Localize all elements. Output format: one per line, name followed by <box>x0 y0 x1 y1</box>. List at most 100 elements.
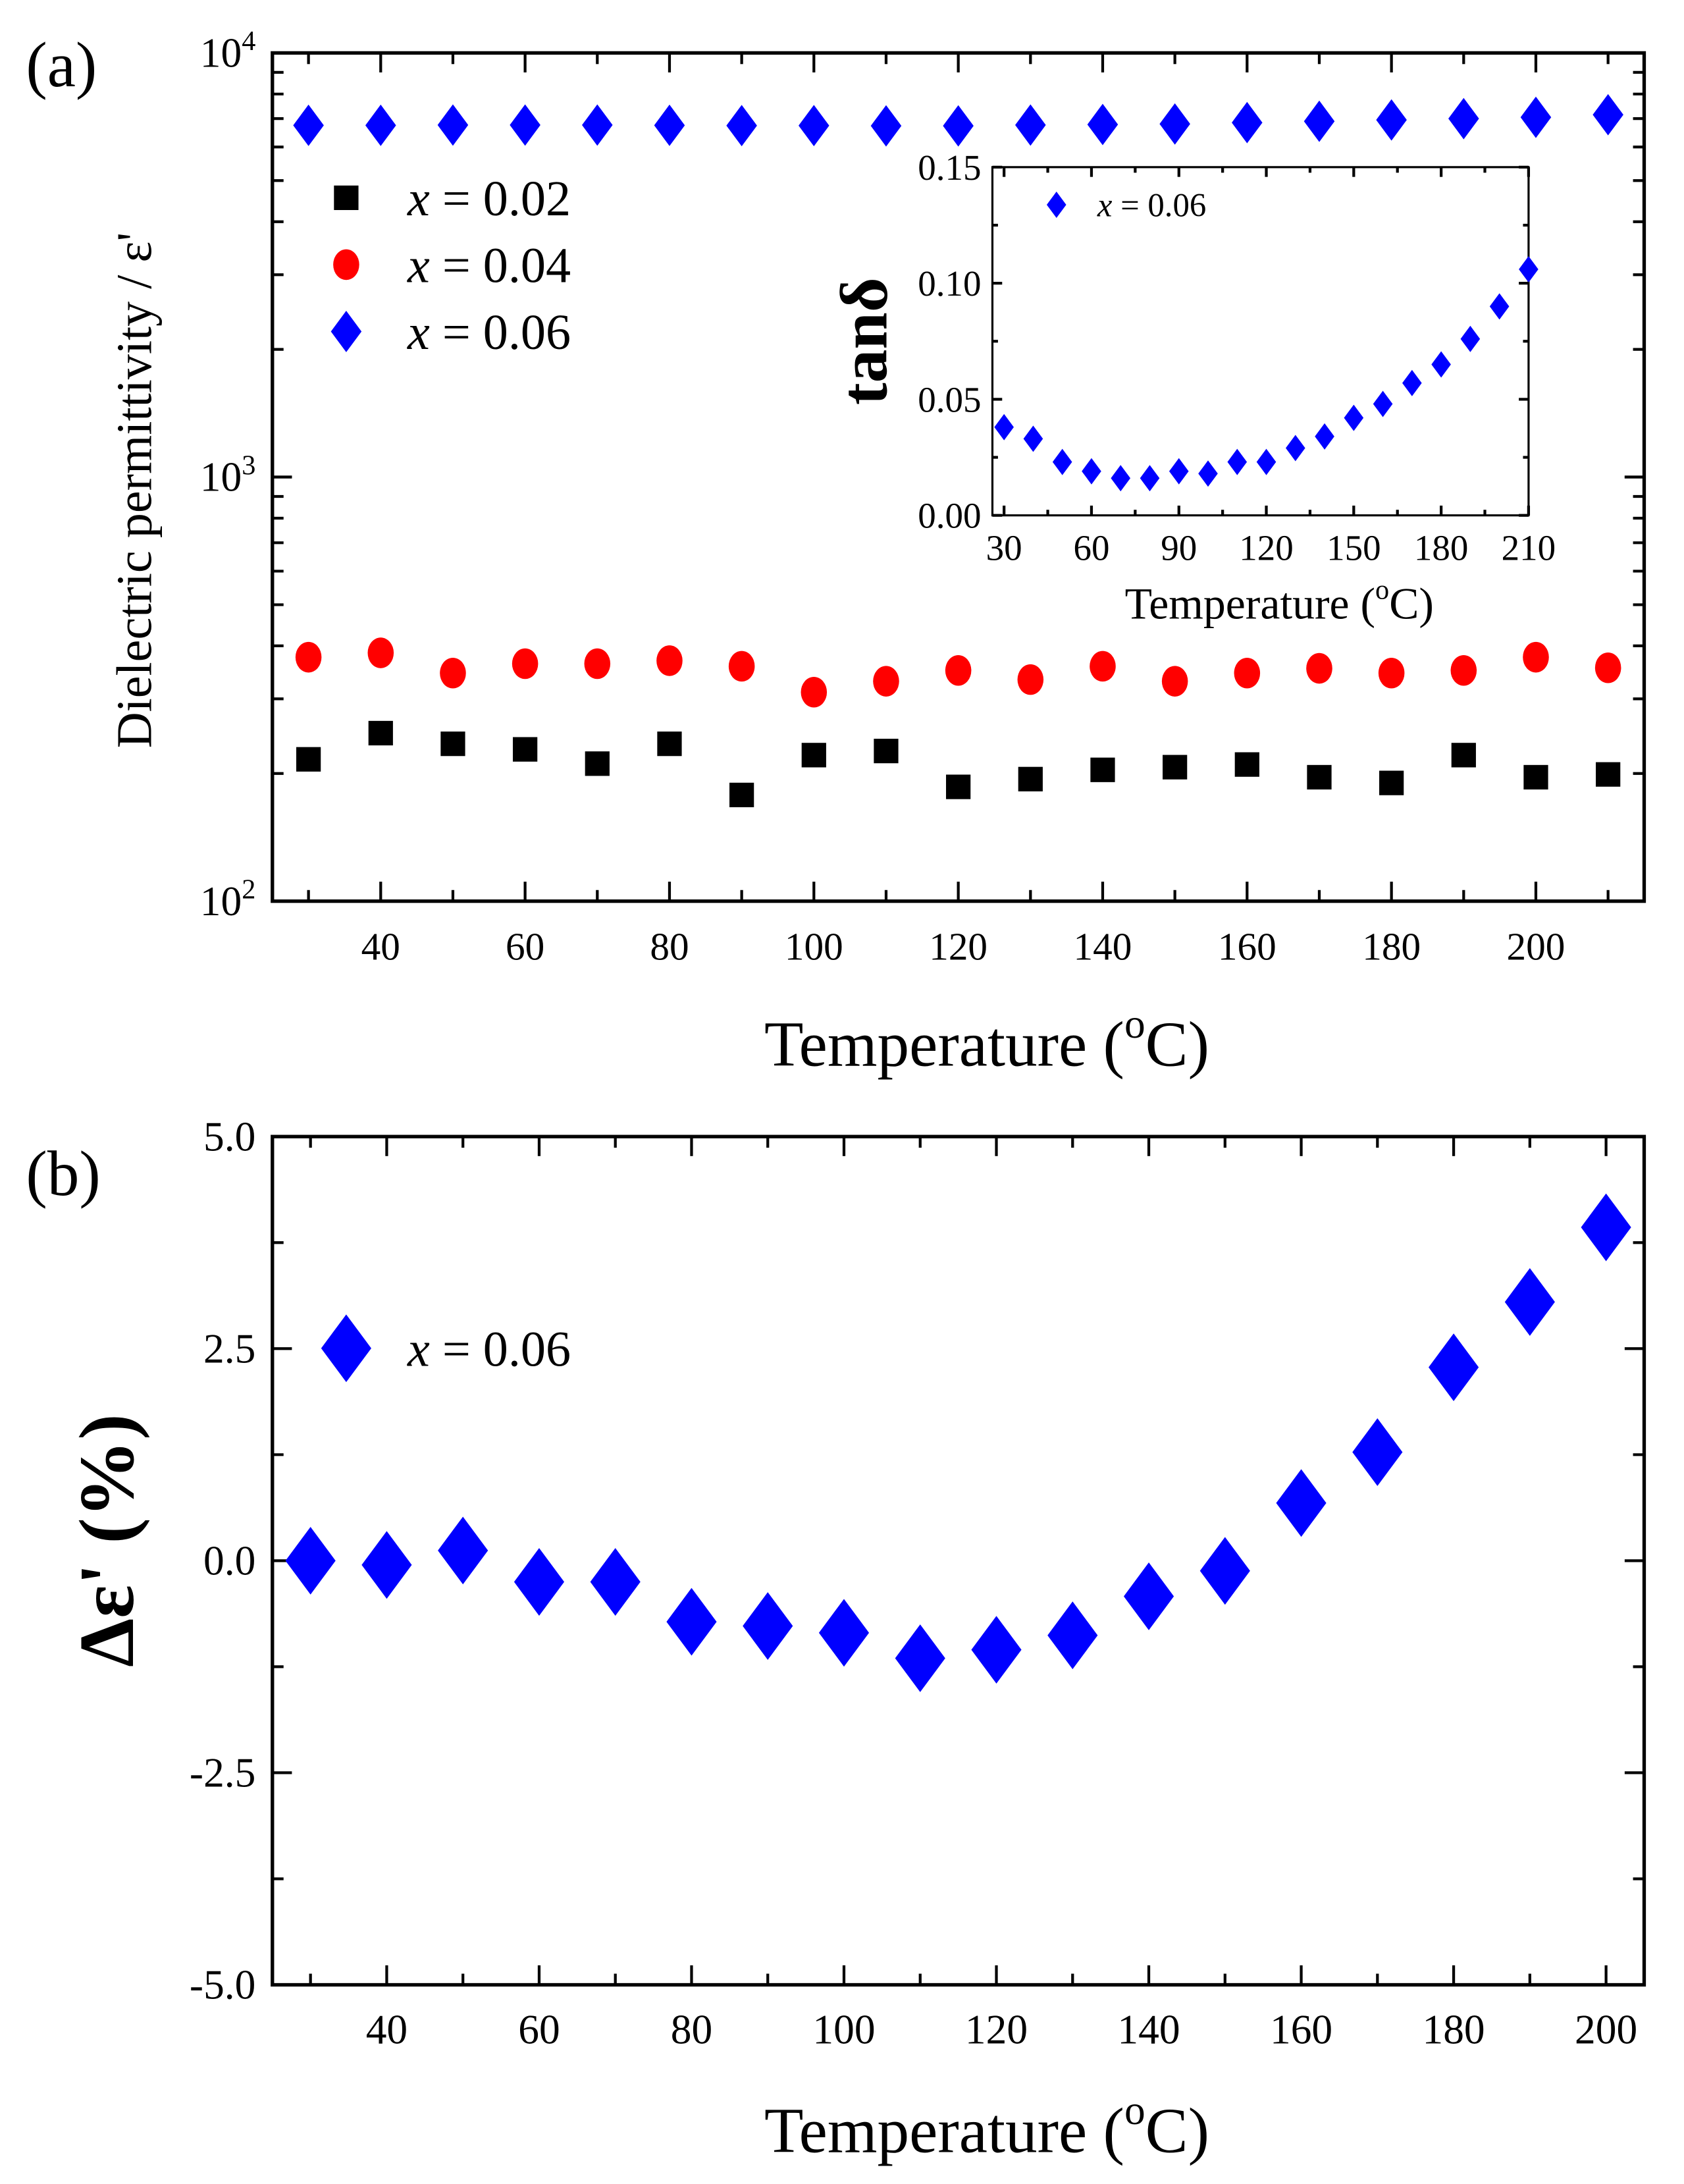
inset-data-point <box>1315 423 1334 450</box>
legend-entry-0-label: x = 0.02 <box>407 171 571 226</box>
data-point-diamond <box>654 104 685 146</box>
data-point-diamond <box>1448 97 1479 140</box>
x-tick-label: 60 <box>506 925 544 969</box>
x-tick-label: 100 <box>785 925 843 969</box>
panel-a-x-axis-title: Temperature (oC) <box>764 1000 1209 1080</box>
data-point-diamond <box>895 1624 945 1692</box>
data-point-square <box>296 747 321 772</box>
data-point-diamond <box>285 1526 336 1595</box>
data-point-diamond <box>1199 1537 1250 1605</box>
inset-data-point <box>1111 465 1131 492</box>
data-point-square <box>657 732 682 757</box>
legend-entry-2-label: x = 0.06 <box>407 305 571 360</box>
data-point-diamond <box>943 105 974 147</box>
inset-x-tick-label: 60 <box>1073 527 1109 568</box>
data-point-square <box>1523 764 1548 790</box>
data-point-diamond <box>513 1548 565 1616</box>
data-point-diamond <box>1232 101 1263 144</box>
data-point-circle <box>512 648 539 679</box>
x-tick-label: 120 <box>965 2006 1028 2052</box>
panel-b-y-axis-title: Δε' (%) <box>63 1414 150 1667</box>
data-point-diamond <box>799 105 829 147</box>
legend-entry-1-label: x = 0.04 <box>407 238 571 294</box>
data-point-circle <box>584 648 611 679</box>
x-tick-label: 160 <box>1218 925 1276 969</box>
data-point-circle <box>440 657 466 689</box>
x-tick-label: 40 <box>366 2006 408 2052</box>
y-tick-label: 2.5 <box>203 1325 255 1372</box>
data-point-diamond <box>582 104 613 146</box>
data-point-circle <box>1306 653 1332 684</box>
data-point-square <box>1090 757 1115 782</box>
data-point-circle <box>801 677 828 708</box>
y-tick-label: 102 <box>200 874 256 924</box>
inset-data-point <box>1285 435 1305 462</box>
inset-y-tick-label: 0.00 <box>918 496 981 536</box>
inset-data-point <box>1023 425 1043 452</box>
inset-x-tick-label: 30 <box>986 527 1022 568</box>
y-tick-label: -2.5 <box>190 1749 255 1796</box>
data-point-circle <box>945 654 972 686</box>
data-point-diamond <box>1123 1562 1174 1630</box>
data-point-square <box>1163 755 1188 780</box>
data-point-diamond <box>1520 96 1552 138</box>
legend-entry-0-marker <box>321 1314 371 1383</box>
panel-a-label: (a) <box>26 30 97 101</box>
data-point-diamond <box>1376 99 1407 141</box>
x-tick-label: 140 <box>1117 2006 1180 2052</box>
inset-legend-entry-label: x = 0.06 <box>1097 187 1206 224</box>
x-tick-label: 160 <box>1270 2006 1332 2052</box>
data-point-square <box>1307 764 1332 790</box>
data-point-square <box>946 774 971 799</box>
x-tick-label: 180 <box>1422 2006 1485 2052</box>
inset-data-point <box>1256 448 1276 475</box>
data-point-square <box>1379 770 1404 795</box>
data-point-diamond <box>1303 100 1335 142</box>
data-point-circle <box>367 637 394 668</box>
inset-legend-entry-marker <box>1046 191 1066 218</box>
data-point-circle <box>656 645 683 676</box>
x-tick-label: 60 <box>518 2006 560 2052</box>
data-point-square <box>513 737 538 762</box>
data-point-diamond <box>438 1516 488 1585</box>
inset-y-axis-title: tanδ <box>828 277 901 405</box>
data-point-square <box>1018 766 1043 791</box>
data-point-circle <box>728 651 755 682</box>
data-point-circle <box>1523 641 1549 673</box>
inset-y-tick-label: 0.15 <box>918 147 981 188</box>
data-point-diamond <box>666 1587 717 1656</box>
data-point-diamond <box>1087 103 1118 146</box>
data-point-diamond <box>1159 103 1190 145</box>
data-point-square <box>1234 752 1259 777</box>
data-point-circle <box>1017 664 1044 695</box>
data-point-diamond <box>1352 1418 1403 1486</box>
data-point-diamond <box>818 1599 870 1667</box>
data-point-square <box>1451 743 1476 768</box>
data-point-diamond <box>365 104 396 146</box>
x-tick-label: 200 <box>1575 2006 1637 2052</box>
data-point-diamond <box>437 104 469 146</box>
data-point-diamond <box>293 104 324 146</box>
inset-x-tick-label: 150 <box>1327 527 1381 568</box>
data-point-diamond <box>870 105 902 147</box>
data-point-circle <box>1161 666 1188 697</box>
data-point-diamond <box>1429 1333 1479 1402</box>
y-tick-label: 103 <box>200 450 256 500</box>
data-point-square <box>729 782 754 807</box>
data-point-diamond <box>1015 104 1046 146</box>
data-point-diamond <box>510 104 540 146</box>
data-point-diamond <box>726 105 757 147</box>
data-point-square <box>585 751 610 776</box>
x-tick-label: 80 <box>650 925 689 969</box>
inset-data-point <box>1140 465 1160 492</box>
inset-data-point <box>1169 458 1189 485</box>
panel-a-inset: 30 60 90 120 150 180 210 0.00 0.05 0.10 0.15 x = 0.… <box>918 147 1556 568</box>
data-point-square <box>801 743 826 768</box>
data-point-square <box>440 732 465 757</box>
data-point-circle <box>1090 651 1116 682</box>
data-point-circle <box>295 641 322 673</box>
data-point-diamond <box>1276 1469 1327 1537</box>
data-point-circle <box>1594 652 1621 683</box>
panel-b-plot: 40 60 80 100 120 140 160 180 200 -5.0 -2.5 0.0 2.5 5.… <box>190 1113 1646 2052</box>
